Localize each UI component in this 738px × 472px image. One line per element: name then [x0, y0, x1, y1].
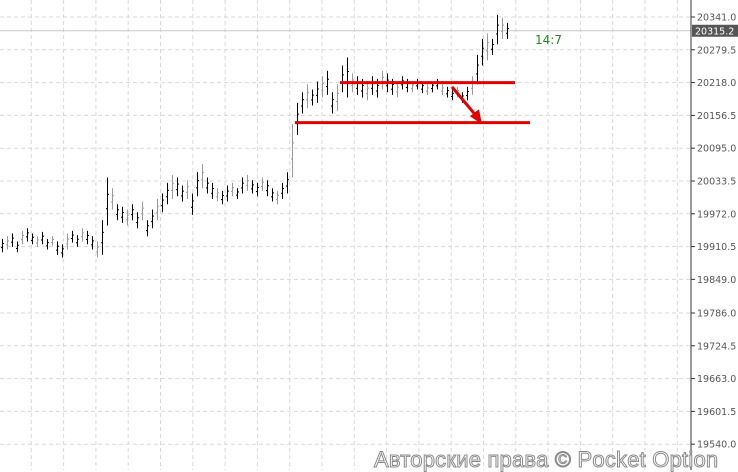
price-axis: 20341.0 20279.5 20218.0 20156.5 20095.0 20033…: [690, 0, 738, 470]
y-tick-label: 20279.5: [697, 45, 736, 56]
y-tick-label: 20218.0: [697, 78, 736, 89]
current-price-label: 20315.2: [695, 26, 734, 37]
y-tick-label: 19849.0: [697, 275, 736, 286]
y-tick-label: 19972.0: [697, 209, 736, 220]
candle-timer: 14:7: [535, 33, 562, 47]
arrow-head-icon: [470, 109, 482, 125]
y-tick-label: 19910.5: [697, 242, 736, 253]
current-price-badge: [692, 24, 738, 37]
y-tick-label: 19601.5: [697, 407, 736, 418]
y-tick-label: 20341.0: [697, 13, 736, 24]
y-tick-label: 19540.0: [697, 440, 736, 451]
y-tick-label: 19663.0: [697, 374, 736, 385]
watermark: Авторские права © Pocket Option: [373, 447, 719, 472]
y-tick-label: 20033.5: [697, 177, 736, 188]
y-tick-label: 19786.0: [697, 309, 736, 320]
level-lines: [295, 81, 530, 125]
y-tick-label: 20095.0: [697, 144, 736, 155]
y-tick-label: 20156.5: [697, 111, 736, 122]
price-bars: [1, 14, 509, 258]
grid: [0, 0, 691, 470]
y-tick-label: 19724.5: [697, 341, 736, 352]
